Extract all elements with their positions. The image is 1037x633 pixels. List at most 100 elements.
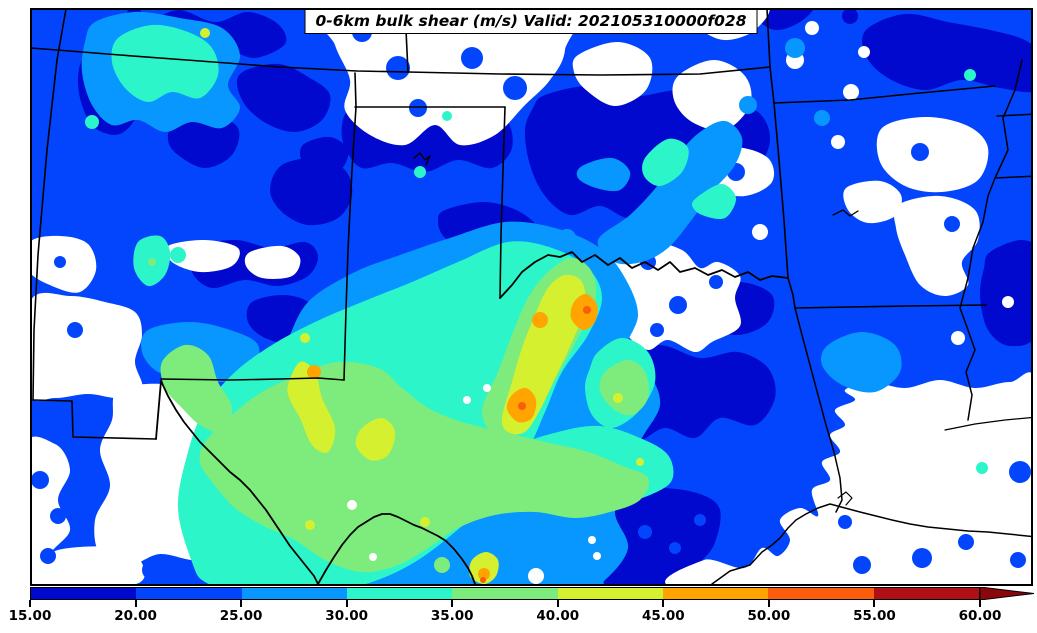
contour-spot bbox=[831, 135, 845, 149]
contour-spot bbox=[305, 520, 315, 530]
state-border-line bbox=[959, 59, 1023, 421]
contour-spot bbox=[773, 399, 791, 417]
state-border-line bbox=[773, 85, 996, 104]
contour-region bbox=[111, 24, 219, 103]
contour-spot bbox=[483, 384, 491, 392]
contour-spot bbox=[528, 568, 544, 584]
contour-spot bbox=[200, 28, 210, 38]
contour-spot bbox=[814, 110, 830, 126]
colorbar-tick bbox=[662, 600, 665, 607]
state-border-line bbox=[794, 307, 843, 513]
contour-spot bbox=[369, 553, 377, 561]
contour-region bbox=[691, 183, 737, 220]
contour-spot bbox=[858, 46, 870, 58]
contour-spot bbox=[669, 296, 687, 314]
colorbar-segment-40-45 bbox=[557, 588, 663, 599]
contour-spot bbox=[461, 47, 483, 69]
contour-spot bbox=[912, 548, 932, 568]
contour-spot bbox=[588, 536, 596, 544]
contour-region bbox=[672, 60, 752, 131]
contour-spot bbox=[307, 365, 321, 379]
contour-region bbox=[236, 63, 331, 133]
contour-spot bbox=[40, 548, 56, 564]
contour-spot bbox=[142, 560, 162, 580]
colorbar-tick bbox=[556, 600, 559, 607]
contour-region bbox=[599, 360, 649, 416]
colorbar-tick bbox=[240, 600, 243, 607]
contour-spot bbox=[752, 224, 768, 240]
contour-region bbox=[821, 332, 902, 393]
colorbar-segment-20-25 bbox=[136, 588, 242, 599]
state-border-line bbox=[413, 152, 431, 166]
colorbar-tick-label: 30.00 bbox=[325, 608, 368, 624]
contour-region bbox=[843, 180, 902, 224]
colorbar-tick bbox=[29, 600, 31, 607]
contour-spot bbox=[1009, 461, 1031, 483]
contour-spot bbox=[593, 552, 601, 560]
state-border-line bbox=[32, 9, 67, 401]
colorbar-tick bbox=[873, 600, 876, 607]
colorbar-tick bbox=[134, 600, 137, 607]
state-border-line bbox=[711, 503, 1032, 585]
contour-region bbox=[309, 9, 580, 146]
contour-spot bbox=[50, 508, 66, 524]
colorbar-segment-25-30 bbox=[241, 588, 347, 599]
state-border-line bbox=[499, 251, 789, 299]
contour-spot bbox=[175, 567, 193, 585]
contour-spot bbox=[148, 258, 156, 266]
contour-spot bbox=[300, 333, 310, 343]
colorbar-segment-50-55 bbox=[768, 588, 874, 599]
colorbar-tick-label: 40.00 bbox=[536, 608, 580, 624]
contour-spot bbox=[951, 331, 965, 345]
colorbar-segment-45-50 bbox=[662, 588, 769, 599]
state-border-line bbox=[944, 416, 1032, 431]
contour-spot bbox=[843, 84, 859, 100]
contour-spot bbox=[434, 557, 450, 573]
contour-region bbox=[244, 245, 301, 279]
contour-spot bbox=[976, 462, 988, 474]
contour-region bbox=[287, 361, 336, 453]
colorbar-tick-label: 35.00 bbox=[430, 608, 474, 624]
contour-spot bbox=[964, 69, 976, 81]
contour-spot bbox=[67, 322, 83, 338]
contour-region bbox=[355, 417, 396, 461]
contour-spot bbox=[54, 256, 66, 268]
contour-spot bbox=[694, 514, 706, 526]
colorbar-segment-30-35 bbox=[346, 588, 453, 599]
contour-spot bbox=[532, 312, 548, 328]
contour-spot bbox=[518, 402, 526, 410]
state-border-line bbox=[160, 377, 345, 381]
contour-spot bbox=[958, 534, 974, 550]
state-border-line bbox=[343, 72, 357, 381]
colorbar-tick bbox=[345, 600, 348, 607]
contour-region bbox=[165, 239, 240, 273]
contour-region bbox=[665, 372, 1032, 585]
contour-spot bbox=[800, 424, 824, 448]
state-border-line bbox=[787, 277, 796, 309]
colorbar-tick bbox=[767, 600, 770, 607]
state-border-line bbox=[499, 106, 506, 299]
colorbar-tick-label: 50.00 bbox=[747, 608, 791, 624]
contour-region bbox=[31, 293, 143, 401]
colorbar: 15.00 20.00 25.00 30.00 35.00 40.00 45.00 50.00… bbox=[0, 585, 1037, 633]
contour-spot bbox=[420, 517, 430, 527]
contour-region bbox=[572, 41, 653, 106]
contour-spot bbox=[480, 577, 486, 583]
contour-region bbox=[43, 546, 145, 585]
colorbar-tick-label: 20.00 bbox=[114, 608, 157, 624]
contour-spot bbox=[583, 306, 591, 314]
map-title-box: 0-6km bulk shear (m/s) Valid: 2021053100… bbox=[304, 9, 758, 34]
contour-spot bbox=[853, 556, 871, 574]
colorbar-bar bbox=[30, 587, 980, 600]
state-border-line bbox=[31, 47, 771, 76]
contour-region bbox=[576, 157, 631, 192]
contour-spot bbox=[409, 99, 427, 117]
contour-region bbox=[862, 13, 1032, 93]
contour-spot bbox=[838, 515, 852, 529]
contour-spot bbox=[442, 111, 452, 121]
contour-region bbox=[597, 120, 743, 265]
colorbar-tick bbox=[979, 600, 981, 607]
contour-spot bbox=[911, 143, 929, 161]
